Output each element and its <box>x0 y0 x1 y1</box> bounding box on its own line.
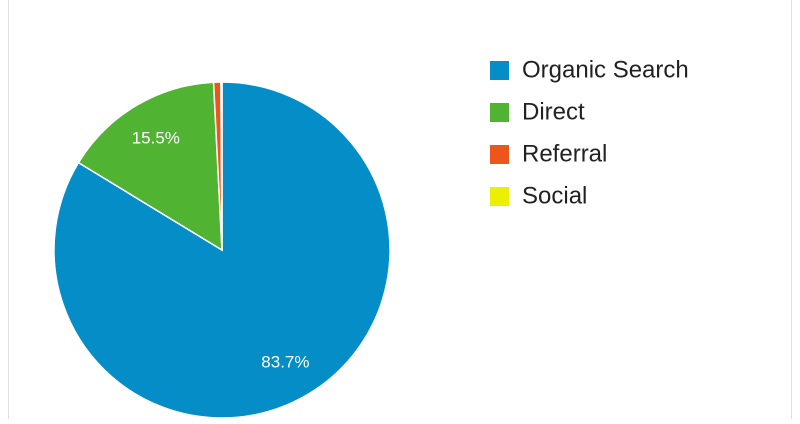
slice-label: 83.7% <box>261 352 309 371</box>
legend-swatch <box>490 187 509 206</box>
legend-swatch <box>490 145 509 164</box>
legend-swatch <box>490 103 509 122</box>
pie-slice <box>77 81 223 252</box>
slice-label: 15.5% <box>132 128 180 147</box>
legend-swatch <box>490 61 509 80</box>
legend-label: Social <box>522 182 587 209</box>
legend-label: Direct <box>522 98 585 125</box>
legend-label: Organic Search <box>522 56 689 83</box>
legend-label: Referral <box>522 140 607 167</box>
pie-slice <box>220 81 223 251</box>
